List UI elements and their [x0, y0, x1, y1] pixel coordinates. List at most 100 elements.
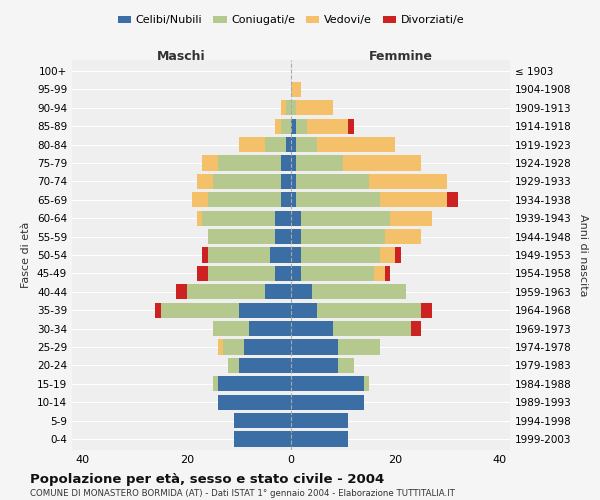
- Bar: [421, 302, 432, 318]
- Bar: [239, 137, 265, 152]
- Bar: [176, 284, 187, 300]
- Bar: [291, 229, 301, 244]
- Bar: [281, 156, 291, 170]
- Bar: [208, 229, 275, 244]
- Bar: [296, 174, 369, 189]
- Bar: [275, 229, 291, 244]
- Bar: [291, 432, 349, 446]
- Bar: [161, 302, 239, 318]
- Bar: [286, 137, 291, 152]
- Bar: [301, 266, 374, 281]
- Bar: [390, 210, 432, 226]
- Bar: [281, 174, 291, 189]
- Bar: [374, 266, 385, 281]
- Bar: [296, 100, 333, 116]
- Bar: [218, 156, 281, 170]
- Bar: [202, 248, 208, 262]
- Bar: [192, 192, 208, 208]
- Bar: [233, 413, 291, 428]
- Bar: [296, 156, 343, 170]
- Bar: [249, 321, 291, 336]
- Text: Popolazione per età, sesso e stato civile - 2004: Popolazione per età, sesso e stato civil…: [30, 472, 384, 486]
- Bar: [291, 82, 301, 97]
- Bar: [233, 432, 291, 446]
- Bar: [349, 118, 353, 134]
- Bar: [229, 358, 239, 373]
- Bar: [275, 266, 291, 281]
- Bar: [291, 174, 296, 189]
- Text: COMUNE DI MONASTERO BORMIDA (AT) - Dati ISTAT 1° gennaio 2004 - Elaborazione TUT: COMUNE DI MONASTERO BORMIDA (AT) - Dati …: [30, 489, 455, 498]
- Legend: Celibi/Nubili, Coniugati/e, Vedovi/e, Divorziati/e: Celibi/Nubili, Coniugati/e, Vedovi/e, Di…: [113, 11, 469, 30]
- Text: Maschi: Maschi: [157, 50, 206, 63]
- Bar: [364, 376, 369, 392]
- Bar: [291, 376, 364, 392]
- Bar: [291, 137, 296, 152]
- Bar: [369, 174, 448, 189]
- Bar: [312, 284, 406, 300]
- Bar: [223, 340, 244, 354]
- Bar: [333, 321, 411, 336]
- Bar: [380, 248, 395, 262]
- Bar: [202, 210, 275, 226]
- Bar: [301, 229, 385, 244]
- Bar: [208, 266, 275, 281]
- Bar: [411, 321, 421, 336]
- Bar: [281, 192, 291, 208]
- Bar: [385, 266, 390, 281]
- Bar: [218, 394, 291, 409]
- Bar: [275, 118, 281, 134]
- Bar: [275, 210, 291, 226]
- Bar: [291, 413, 349, 428]
- Bar: [291, 302, 317, 318]
- Bar: [291, 118, 296, 134]
- Bar: [197, 174, 213, 189]
- Bar: [291, 321, 333, 336]
- Bar: [448, 192, 458, 208]
- Bar: [291, 156, 296, 170]
- Bar: [291, 394, 364, 409]
- Bar: [301, 210, 390, 226]
- Bar: [213, 321, 249, 336]
- Bar: [208, 248, 270, 262]
- Bar: [307, 118, 349, 134]
- Bar: [338, 340, 380, 354]
- Bar: [380, 192, 448, 208]
- Bar: [317, 137, 395, 152]
- Bar: [291, 358, 338, 373]
- Bar: [291, 284, 312, 300]
- Y-axis label: Anni di nascita: Anni di nascita: [578, 214, 588, 296]
- Bar: [155, 302, 161, 318]
- Bar: [296, 118, 307, 134]
- Bar: [291, 210, 301, 226]
- Bar: [239, 358, 291, 373]
- Bar: [197, 210, 202, 226]
- Bar: [296, 192, 380, 208]
- Bar: [218, 340, 223, 354]
- Bar: [197, 266, 208, 281]
- Bar: [187, 284, 265, 300]
- Bar: [317, 302, 421, 318]
- Bar: [208, 192, 281, 208]
- Bar: [385, 229, 421, 244]
- Text: Femmine: Femmine: [368, 50, 433, 63]
- Bar: [291, 192, 296, 208]
- Bar: [265, 284, 291, 300]
- Bar: [213, 376, 218, 392]
- Bar: [239, 302, 291, 318]
- Bar: [213, 174, 281, 189]
- Bar: [291, 340, 338, 354]
- Bar: [395, 248, 401, 262]
- Bar: [291, 100, 296, 116]
- Bar: [291, 248, 301, 262]
- Bar: [202, 156, 218, 170]
- Bar: [291, 266, 301, 281]
- Bar: [281, 118, 291, 134]
- Bar: [218, 376, 291, 392]
- Bar: [338, 358, 353, 373]
- Y-axis label: Fasce di età: Fasce di età: [22, 222, 31, 288]
- Bar: [244, 340, 291, 354]
- Bar: [343, 156, 421, 170]
- Bar: [286, 100, 291, 116]
- Bar: [281, 100, 286, 116]
- Bar: [301, 248, 380, 262]
